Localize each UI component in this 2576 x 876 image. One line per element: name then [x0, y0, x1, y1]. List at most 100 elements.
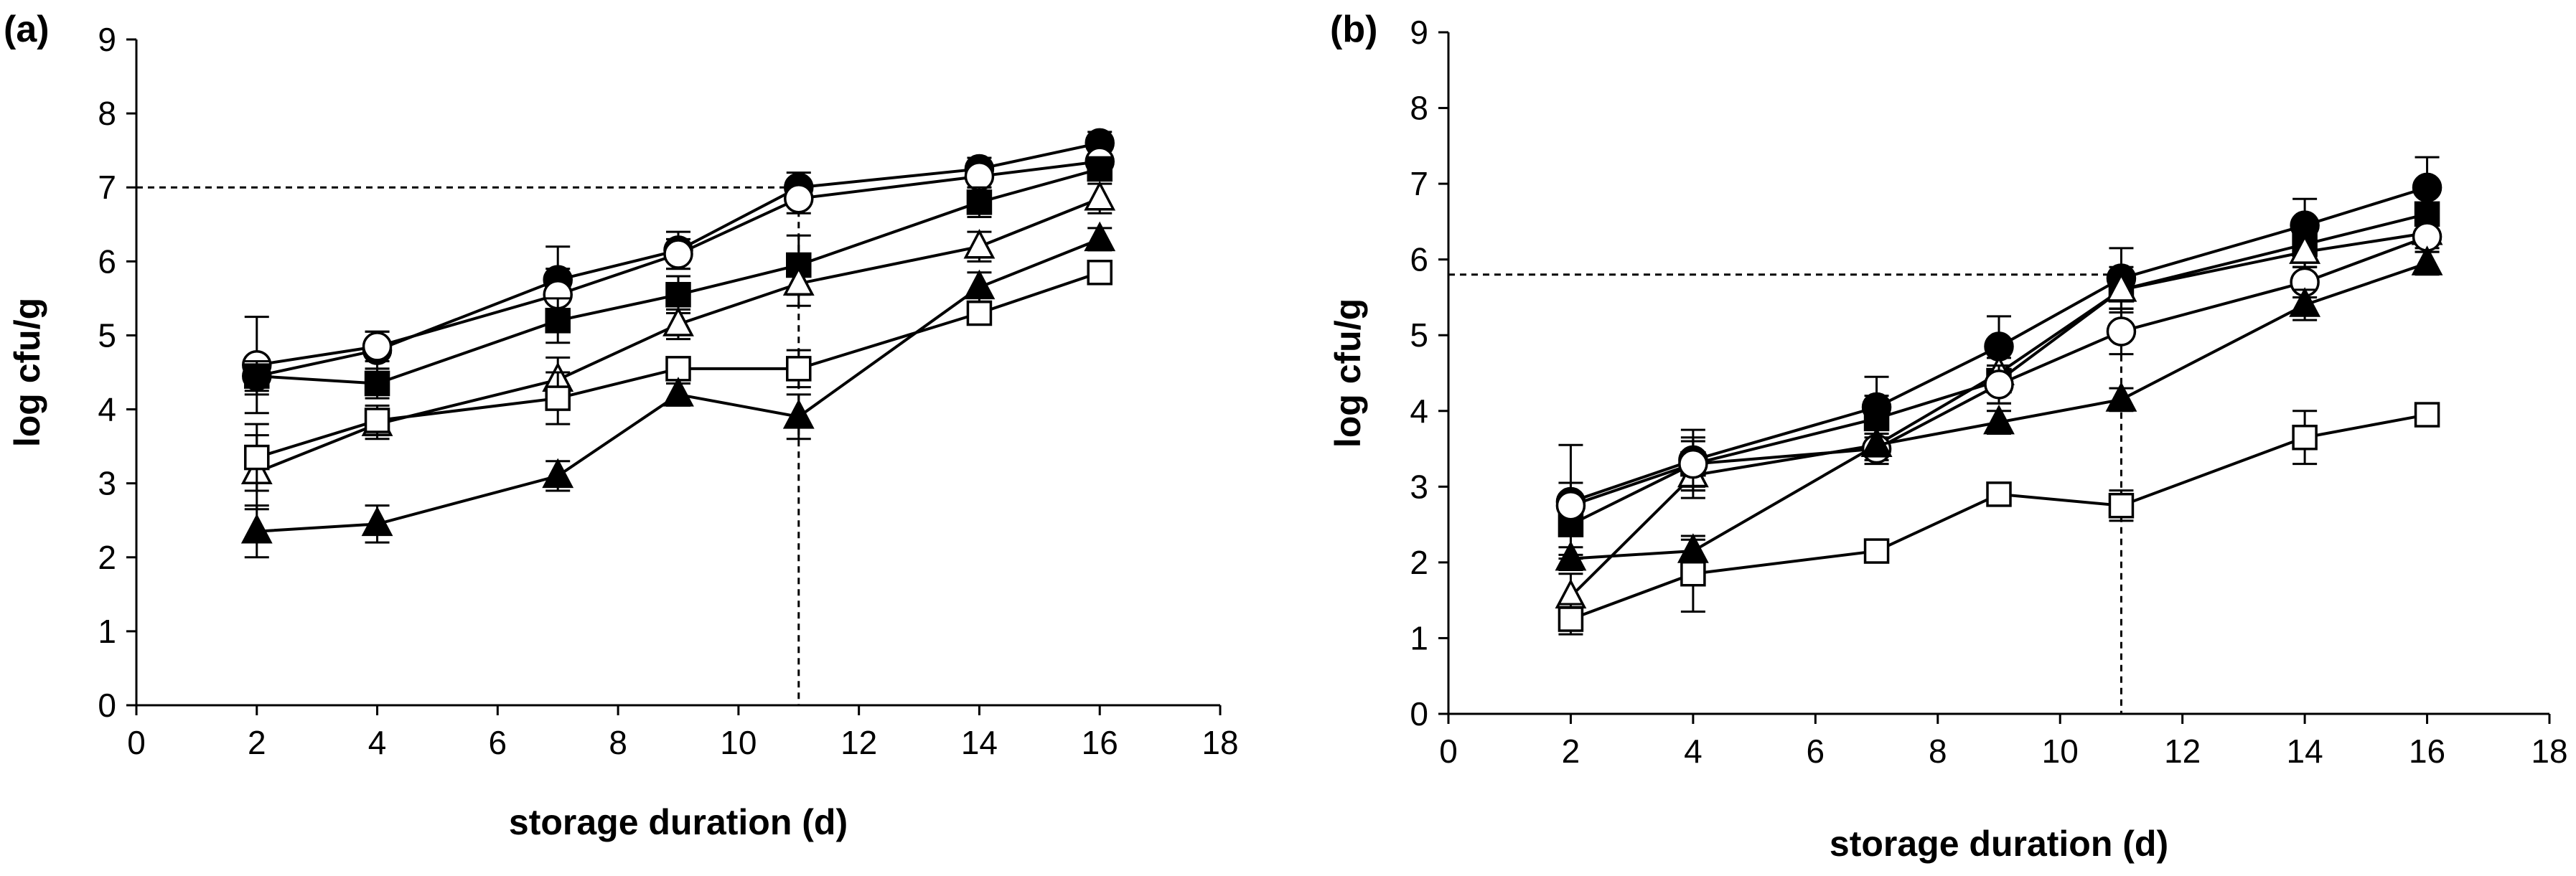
data-point — [1863, 405, 1890, 432]
y-tick-label: 9 — [98, 21, 116, 58]
data-point — [364, 370, 390, 397]
data-point — [966, 300, 993, 326]
data-point — [1986, 481, 2012, 507]
y-tick-label: 5 — [98, 316, 116, 354]
y-tick-label: 3 — [1410, 468, 1428, 505]
data-point — [1558, 606, 1584, 632]
data-point — [786, 356, 812, 382]
data-point — [662, 377, 694, 407]
x-tick-label: 0 — [127, 724, 146, 761]
panel-label: (b) — [1330, 9, 1377, 50]
x-tick-label: 6 — [1807, 733, 1825, 770]
x-tick-label: 6 — [489, 724, 507, 761]
data-point — [966, 189, 993, 215]
data-point — [662, 306, 694, 336]
y-tick-label: 6 — [1410, 241, 1428, 278]
data-point — [2105, 382, 2137, 412]
data-point — [542, 458, 574, 489]
data-point — [964, 161, 995, 192]
x-tick-label: 18 — [1202, 724, 1238, 761]
y-tick-label: 2 — [98, 539, 116, 576]
data-point — [1863, 538, 1890, 564]
data-point — [545, 385, 571, 411]
data-point — [1087, 260, 1113, 286]
data-point — [665, 281, 691, 308]
data-point — [1984, 369, 2014, 400]
y-tick-label: 7 — [1410, 165, 1428, 202]
data-point — [2106, 316, 2137, 347]
y-tick-label: 8 — [98, 95, 116, 132]
series-open-square — [244, 260, 1113, 492]
data-point — [240, 513, 273, 544]
y-tick-label: 1 — [1410, 619, 1428, 656]
x-tick-label: 16 — [2409, 733, 2445, 770]
y-tick-label: 5 — [1410, 316, 1428, 354]
x-tick-label: 12 — [2164, 733, 2201, 770]
x-tick-label: 14 — [2287, 733, 2323, 770]
data-point — [1860, 427, 1893, 458]
x-tick-label: 0 — [1439, 733, 1458, 770]
data-point — [782, 265, 815, 296]
x-tick-label: 4 — [368, 724, 387, 761]
data-point — [2105, 272, 2137, 302]
series-filled-triangle — [240, 221, 1116, 559]
x-tick-label: 4 — [1684, 733, 1702, 770]
y-tick-label: 9 — [1410, 14, 1428, 51]
data-point — [1678, 448, 1708, 479]
data-point — [1555, 490, 1586, 521]
y-tick-label: 6 — [98, 242, 116, 280]
data-point — [2292, 424, 2318, 451]
data-point — [665, 356, 691, 382]
panel-label: (a) — [4, 9, 50, 50]
x-tick-label: 2 — [1562, 733, 1580, 770]
data-point — [2108, 492, 2135, 519]
x-axis-title: storage duration (d) — [1830, 824, 2168, 864]
x-tick-label: 14 — [961, 724, 998, 761]
data-point — [1983, 404, 2015, 435]
data-point — [2289, 234, 2321, 264]
series-filled-triangle — [1555, 245, 2443, 571]
x-tick-label: 12 — [840, 724, 877, 761]
x-tick-label: 10 — [720, 724, 757, 761]
y-tick-label: 0 — [1410, 695, 1428, 733]
data-point — [663, 239, 693, 269]
y-tick-label: 4 — [98, 391, 116, 428]
x-tick-label: 2 — [248, 724, 266, 761]
y-tick-label: 3 — [98, 465, 116, 502]
y-tick-label: 0 — [98, 687, 116, 724]
data-point — [244, 444, 270, 471]
x-tick-label: 16 — [1082, 724, 1118, 761]
data-point — [361, 506, 393, 537]
data-point — [784, 183, 814, 214]
data-point — [963, 228, 996, 259]
data-point — [2414, 402, 2440, 428]
y-tick-label: 1 — [98, 613, 116, 650]
x-tick-label: 8 — [1929, 733, 1947, 770]
y-tick-label: 8 — [1410, 90, 1428, 127]
y-axis-title: log cfu/g — [7, 298, 47, 447]
data-point — [2289, 287, 2321, 317]
data-point — [2411, 245, 2443, 275]
x-tick-label: 8 — [609, 724, 627, 761]
y-axis-title: log cfu/g — [1328, 298, 1368, 448]
data-point — [244, 363, 270, 389]
data-point — [362, 331, 393, 362]
x-tick-label: 18 — [2531, 733, 2567, 770]
data-point — [1084, 221, 1116, 252]
series-open-square — [1558, 402, 2440, 636]
x-tick-label: 10 — [2042, 733, 2079, 770]
y-tick-label: 2 — [1410, 544, 1428, 581]
data-point — [1087, 156, 1113, 182]
data-point — [1555, 540, 1587, 571]
data-point — [782, 399, 815, 429]
data-point — [364, 408, 390, 433]
data-point — [1084, 180, 1116, 211]
data-point — [963, 269, 996, 300]
data-point — [545, 308, 571, 334]
y-tick-label: 4 — [1410, 392, 1428, 430]
y-tick-label: 7 — [98, 169, 116, 206]
